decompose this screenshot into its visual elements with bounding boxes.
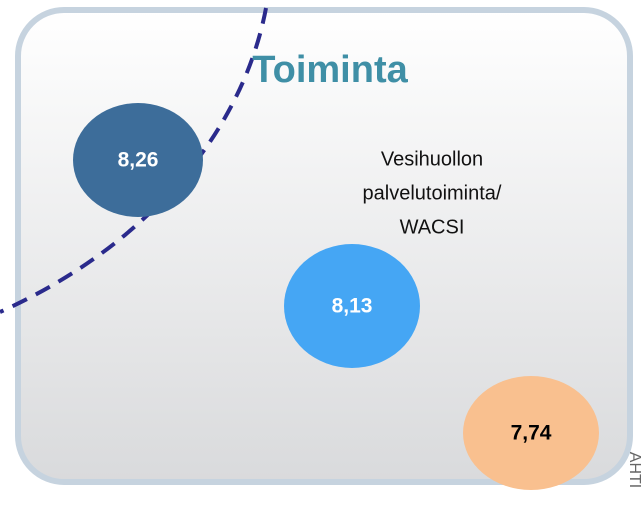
title: Toiminta (252, 49, 408, 91)
circle (73, 103, 203, 217)
circle-label: 8,13 (332, 295, 373, 318)
circle-label: 8,26 (118, 149, 159, 172)
label-line: palvelutoiminta/ (363, 182, 502, 204)
label-line: WACSI (400, 216, 465, 238)
side-text: AHTI (626, 452, 643, 488)
circle (463, 376, 599, 490)
circle-label: 7,74 (511, 422, 552, 445)
label-line: Vesihuollon (381, 148, 483, 170)
circle (284, 244, 420, 368)
